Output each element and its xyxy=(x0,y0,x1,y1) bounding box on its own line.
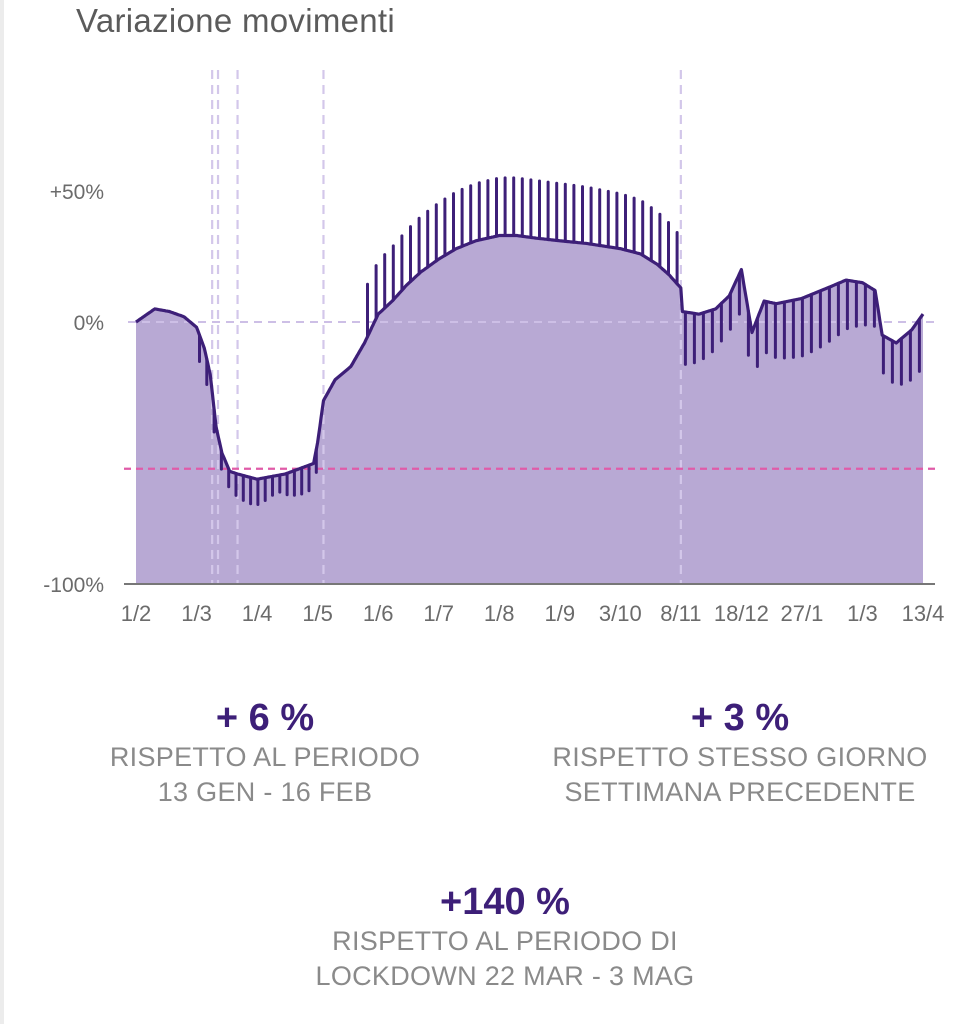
stat-desc-line1: RISPETTO STESSO GIORNO xyxy=(552,742,928,772)
stat-desc-line2: SETTIMANA PRECEDENTE xyxy=(564,777,916,807)
x-tick-label: 18/12 xyxy=(714,601,769,626)
stat-value: + 3 % xyxy=(690,697,790,739)
stat-value: +140 % xyxy=(440,881,570,923)
x-tick-label: 1/9 xyxy=(544,601,575,626)
x-tick-label: 1/5 xyxy=(302,601,333,626)
x-tick-label: 1/2 xyxy=(121,601,152,626)
stat-vs-baseline: + 6 % RISPETTO AL PERIODO 13 GEN - 16 FE… xyxy=(60,696,470,810)
y-tick-label: 0% xyxy=(74,312,104,335)
stat-desc-line2: LOCKDOWN 22 MAR - 3 MAG xyxy=(315,961,695,991)
y-tick-label: -100% xyxy=(43,574,104,597)
x-tick-label: 1/3 xyxy=(181,601,212,626)
x-tick-label: 27/1 xyxy=(781,601,824,626)
y-tick-label: +50% xyxy=(50,181,104,204)
stat-vs-lockdown: +140 % RISPETTO AL PERIODO DI LOCKDOWN 2… xyxy=(260,880,750,994)
stat-desc-line2: 13 GEN - 16 FEB xyxy=(157,777,373,807)
stat-vs-last-week: + 3 % RISPETTO STESSO GIORNO SETTIMANA P… xyxy=(520,696,959,810)
x-tick-label: 1/6 xyxy=(363,601,394,626)
left-edge xyxy=(0,0,4,1024)
x-tick-label: 1/8 xyxy=(484,601,515,626)
x-tick-label: 1/7 xyxy=(423,601,454,626)
chart-title: Variazione movimenti xyxy=(76,2,396,39)
movement-chart: +50% 0% -100% 1/2 1/3 1/4 1/5 1/6 1/7 1/8 1/9 3/10 8… xyxy=(43,70,945,626)
x-tick-label: 8/11 xyxy=(660,601,701,626)
x-tick-label: 1/3 xyxy=(847,601,878,626)
x-tick-label: 13/4 xyxy=(902,601,945,626)
stat-desc-line1: RISPETTO AL PERIODO xyxy=(109,742,421,772)
stat-desc-line1: RISPETTO AL PERIODO DI xyxy=(332,926,678,956)
x-tick-label: 1/4 xyxy=(242,601,273,626)
x-tick-label: 3/10 xyxy=(599,601,642,626)
series-area xyxy=(136,235,923,584)
stat-value: + 6 % xyxy=(215,697,315,739)
